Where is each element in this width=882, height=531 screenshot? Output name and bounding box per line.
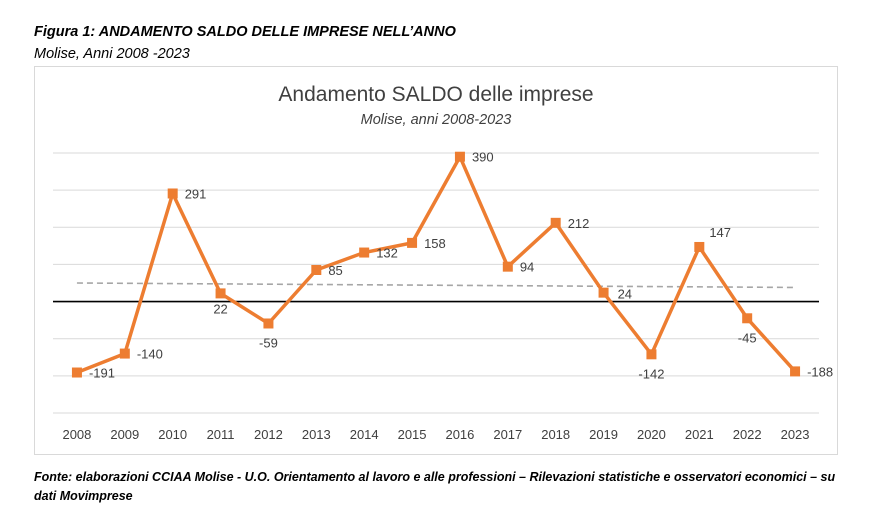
x-tick-label: 2008: [62, 427, 91, 442]
data-label: 132: [376, 246, 398, 261]
line-chart: -191 -140 291 22 -59 85 132 158 390 94 212 24 -142 14…: [53, 150, 833, 442]
data-label: -188: [807, 364, 833, 379]
data-label: 212: [568, 216, 590, 231]
data-point: [502, 261, 513, 272]
data-point: [215, 288, 226, 299]
x-tick-label: 2018: [541, 427, 570, 442]
data-label: -140: [137, 347, 163, 362]
data-point: [646, 349, 657, 360]
data-point: [454, 151, 465, 162]
data-point: [742, 313, 753, 324]
x-tick-label: 2015: [398, 427, 427, 442]
source-note: Fonte: elaborazioni CCIAA Molise - U.O. …: [34, 470, 836, 503]
data-label: -59: [259, 335, 278, 350]
x-tick-label: 2009: [110, 427, 139, 442]
data-label: -191: [89, 366, 115, 381]
data-point: [167, 188, 178, 199]
x-tick-label: 2023: [781, 427, 810, 442]
data-point: [359, 247, 370, 258]
x-tick-label: 2019: [589, 427, 618, 442]
x-tick-label: 2013: [302, 427, 331, 442]
trendline: [76, 282, 796, 289]
data-label: 158: [424, 236, 446, 251]
data-label: 390: [472, 150, 494, 165]
series-line: [76, 154, 797, 375]
data-point: [311, 265, 322, 275]
data-label: 22: [213, 301, 227, 316]
x-tick-label: 2011: [207, 427, 235, 442]
data-label: -45: [738, 330, 757, 345]
x-tick-label: 2017: [493, 427, 522, 442]
x-tick-label: 2020: [637, 427, 666, 442]
chart-area: Andamento SALDO delle imprese Molise, an…: [34, 66, 838, 455]
data-label: 147: [709, 225, 731, 240]
data-point: [407, 237, 418, 248]
x-tick-label: 2012: [254, 427, 283, 442]
data-label: 85: [328, 263, 342, 278]
x-tick-label: 2016: [445, 427, 474, 442]
data-label: 291: [185, 186, 207, 201]
data-label: 24: [618, 287, 632, 302]
x-tick-label: 2014: [350, 427, 379, 442]
data-label: -142: [638, 366, 664, 381]
data-point: [598, 287, 609, 298]
data-label: 94: [520, 260, 534, 275]
figure-title: Figura 1: ANDAMENTO SALDO DELLE IMPRESE …: [34, 24, 456, 40]
data-point: [119, 348, 130, 359]
data-point: [790, 366, 801, 377]
x-tick-label: 2010: [158, 427, 187, 442]
data-point: [694, 241, 705, 252]
figure-subtitle: Molise, Anni 2008 -2023: [34, 46, 190, 62]
data-point: [550, 217, 561, 228]
chart-title: Andamento SALDO delle imprese: [278, 83, 594, 106]
chart-subtitle: Molise, anni 2008-2023: [360, 112, 512, 128]
data-point: [71, 367, 82, 378]
data-point: [263, 318, 274, 329]
x-tick-label: 2021: [685, 427, 714, 442]
x-tick-label: 2022: [733, 427, 762, 442]
